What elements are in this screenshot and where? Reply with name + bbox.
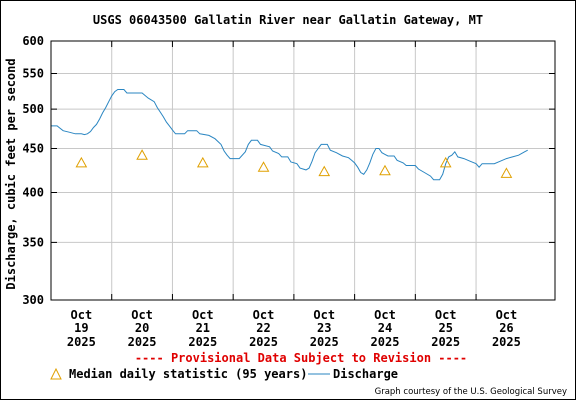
x-tick-label: 2025 — [371, 335, 400, 349]
x-tick-label: 20 — [135, 321, 149, 335]
median-marker — [136, 149, 148, 160]
discharge-line — [51, 89, 528, 181]
x-tick-label: 2025 — [310, 335, 339, 349]
x-tick-label: 2025 — [67, 335, 96, 349]
credit-text: Graph courtesy of the U.S. Geological Su… — [375, 387, 567, 397]
x-tick-label: Oct — [71, 308, 93, 322]
x-tick-label: 22 — [256, 321, 270, 335]
legend: Median daily statistic (95 years) Discha… — [50, 367, 398, 381]
legend-median-label: Median daily statistic (95 years) — [69, 367, 307, 381]
x-tick-label: 25 — [438, 321, 452, 335]
y-tick-label: 600 — [22, 34, 44, 48]
x-tick-label: 2025 — [492, 335, 521, 349]
median-marker — [379, 164, 391, 176]
legend-discharge-label: Discharge — [333, 367, 398, 381]
x-tick-label: Oct — [313, 308, 335, 322]
median-marker — [318, 165, 331, 177]
y-tick-label: 500 — [22, 102, 44, 116]
median-marker — [257, 161, 270, 172]
x-tick-label: Oct — [435, 308, 457, 322]
provisional-note: ---- Provisional Data Subject to Revisio… — [135, 351, 467, 365]
x-tick-label: 19 — [74, 321, 88, 335]
chart-title: USGS 06043500 Gallatin River near Gallat… — [93, 13, 483, 27]
x-tick-label: 26 — [499, 321, 513, 335]
x-tick-label: 24 — [378, 321, 392, 335]
x-tick-label: 2025 — [188, 335, 217, 349]
plot-border — [50, 40, 556, 301]
x-tick-label: 2025 — [249, 335, 278, 349]
y-tick-label: 400 — [22, 186, 44, 200]
x-tick-label: Oct — [192, 308, 214, 322]
y-tick-label: 300 — [22, 293, 44, 307]
x-tick-label: Oct — [496, 308, 518, 322]
grid-lines — [51, 40, 555, 301]
median-marker — [439, 156, 452, 168]
x-tick-label: 21 — [196, 321, 210, 335]
legend-median-marker — [50, 367, 62, 380]
y-axis-label: Discharge, cubic feet per second — [4, 58, 18, 289]
plot-series — [51, 89, 528, 181]
x-tick-label: Oct — [131, 308, 153, 322]
x-tick-label: 23 — [317, 321, 331, 335]
y-axis-ticks: 300 350 400 450 500 550 600 — [22, 34, 555, 307]
median-marker — [75, 156, 88, 168]
median-marker — [196, 156, 209, 168]
x-tick-label: Oct — [253, 308, 275, 322]
x-axis-ticks: Oct192025Oct202025Oct212025Oct222025Oct2… — [67, 41, 521, 349]
y-tick-label: 550 — [22, 67, 44, 81]
x-tick-label: 2025 — [128, 335, 157, 349]
x-tick-label: 2025 — [431, 335, 460, 349]
x-tick-label: Oct — [374, 308, 396, 322]
y-tick-label: 450 — [22, 141, 44, 155]
median-marker — [500, 167, 513, 178]
y-tick-label: 350 — [22, 235, 44, 249]
